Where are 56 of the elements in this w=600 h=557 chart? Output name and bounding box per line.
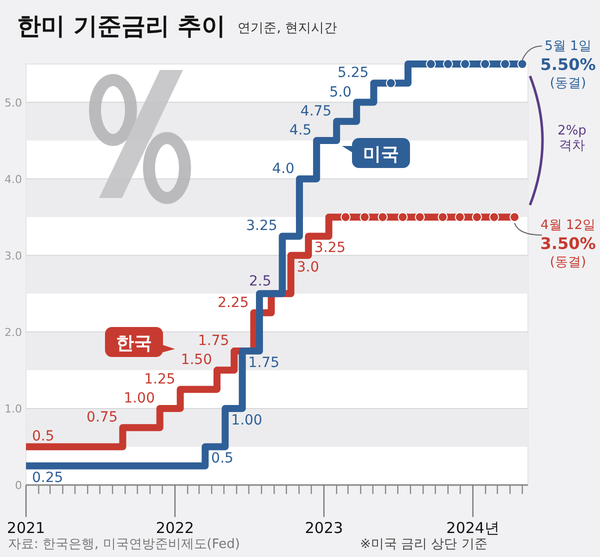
x-tick-label: 2021 (6, 519, 46, 537)
text: 2%p 격차 (558, 124, 586, 154)
y-tick-label: 5.0 (4, 96, 22, 110)
data-label: 1.00 (124, 390, 155, 406)
x-tick-label: 2023 (304, 519, 344, 537)
point (360, 212, 370, 222)
point (414, 212, 425, 222)
data-label: 1.75 (248, 355, 280, 372)
data-label: 0.75 (86, 410, 118, 426)
data-label: 1.25 (144, 371, 176, 388)
data-label: 3.25 (314, 240, 346, 256)
annotation: 4월 12일 3.50% (동결) (540, 218, 596, 270)
point (340, 212, 351, 222)
data-label: 5.0 (329, 84, 352, 100)
point (386, 78, 396, 88)
point (454, 212, 465, 222)
annotation: 2.5 (249, 274, 272, 290)
data-label: 0.5 (32, 428, 54, 445)
data-label: 2.25 (218, 294, 249, 311)
x-tick-label: 2024년 (446, 519, 500, 537)
point (480, 59, 490, 69)
data-label: 1.75 (198, 333, 230, 350)
data-label: 1.50 (180, 352, 212, 368)
text: 한국 (116, 333, 152, 354)
data-label: 4.0 (272, 160, 294, 177)
data-label: 3.0 (296, 259, 320, 276)
y-tick-label: 4.0 (4, 172, 22, 186)
point (489, 212, 500, 222)
y-tick-label: 0 (15, 479, 22, 492)
text: ※미국 금리 상단 기준 (360, 537, 488, 552)
point (460, 59, 470, 69)
y-tick-label: 2.0 (4, 326, 22, 339)
data-label: 4.5 (289, 122, 312, 139)
point (398, 212, 408, 222)
point (378, 212, 388, 222)
point (517, 59, 528, 69)
data-label: 4.75 (300, 103, 332, 120)
point (426, 59, 436, 69)
annotation: 5월 1일 5.50% (동결) (540, 39, 596, 91)
legend-label: 미국 (363, 144, 399, 165)
chart-subtitle: 연기준, 현지시간 (238, 21, 337, 36)
point (443, 59, 454, 69)
point (438, 212, 448, 222)
data-label: 0.25 (32, 470, 64, 486)
point (500, 59, 510, 69)
y-tick-label: 1.0 (4, 402, 22, 416)
x-tick-label: 2022 (156, 519, 194, 537)
data-label: 3.25 (246, 218, 278, 234)
point (472, 212, 482, 222)
y-tick-label: 3.0 (4, 249, 22, 262)
text: 자료: 한국은행, 미국연방준비제도(Fed) (8, 537, 240, 552)
data-label: 0.5 (211, 450, 234, 467)
point (510, 212, 520, 222)
data-label: 1.00 (231, 412, 262, 428)
chart-title: 한미 기준금리 추이 (17, 12, 226, 40)
data-label: 5.25 (338, 65, 369, 82)
